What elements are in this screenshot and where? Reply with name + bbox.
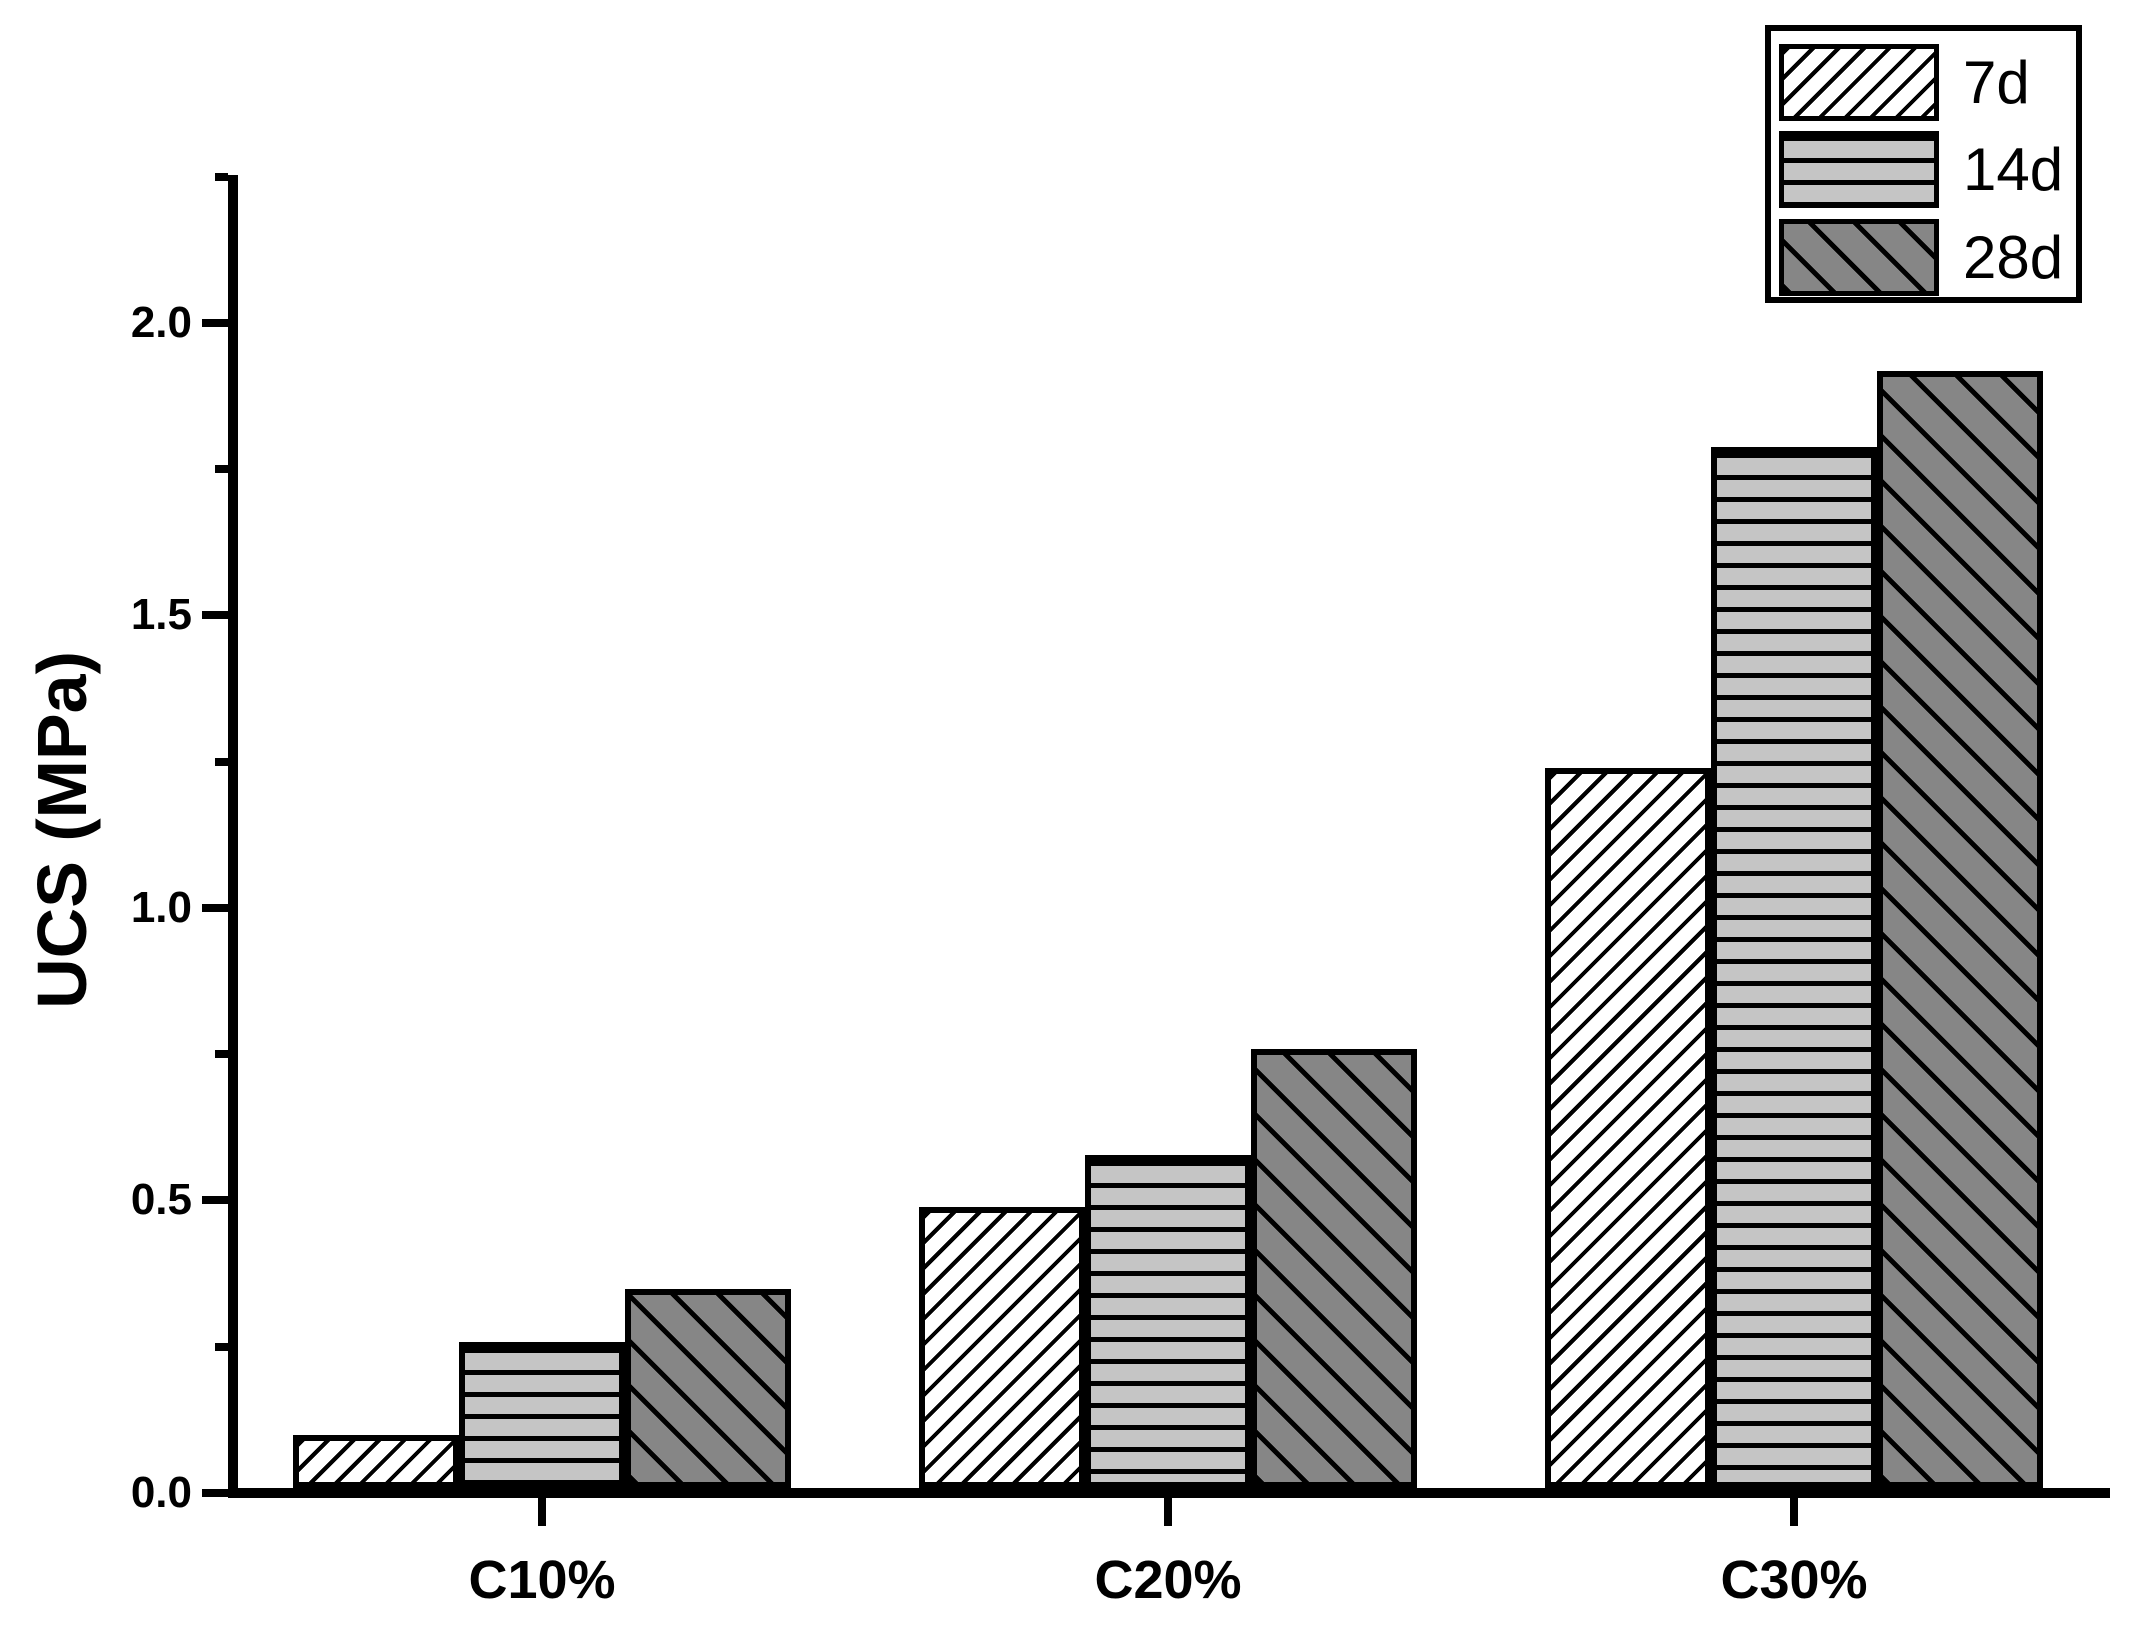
y-major-tick [202, 611, 228, 619]
bar-C20%-7d [919, 1207, 1085, 1488]
legend-label-14d: 14d [1963, 136, 2064, 203]
y-minor-tick [215, 1050, 228, 1058]
y-minor-tick [215, 1343, 228, 1351]
x-major-tick [1790, 1498, 1798, 1526]
x-category-label-C10%: C10% [468, 1550, 616, 1610]
legend-swatch-14d [1779, 131, 1939, 208]
bar-C30%-28d [1877, 371, 2043, 1488]
y-minor-tick [215, 173, 228, 181]
x-major-tick [538, 1498, 546, 1526]
y-axis-line [228, 175, 238, 1498]
legend-label-28d: 28d [1963, 224, 2064, 291]
x-category-label-C20%: C20% [1094, 1550, 1242, 1610]
y-tick-label: 1.0 [130, 883, 192, 932]
legend-swatch-28d [1779, 219, 1939, 296]
y-major-tick [202, 904, 228, 912]
y-minor-tick [215, 758, 228, 766]
legend-label-7d: 7d [1963, 49, 2030, 116]
y-tick-label: 2.0 [130, 298, 192, 347]
bar-C30%-7d [1545, 768, 1711, 1488]
y-major-tick [202, 1196, 228, 1204]
bar-C20%-14d [1085, 1155, 1251, 1488]
x-category-label-C30%: C30% [1720, 1550, 1868, 1610]
x-major-tick [1164, 1498, 1172, 1526]
x-axis-line [228, 1488, 2110, 1498]
y-tick-label: 0.5 [130, 1175, 192, 1224]
y-tick-label: 1.5 [130, 590, 192, 639]
bar-C10%-28d [625, 1289, 791, 1488]
y-major-tick [202, 1489, 228, 1497]
bar-C30%-14d [1711, 447, 1877, 1488]
y-major-tick [202, 319, 228, 327]
legend-swatch-7d [1779, 44, 1939, 121]
bar-C10%-14d [459, 1342, 625, 1488]
y-minor-tick [215, 465, 228, 473]
legend: 7d 14d 28d [1765, 25, 2082, 303]
bar-C20%-28d [1251, 1049, 1417, 1488]
y-tick-label: 0.0 [130, 1468, 192, 1517]
bar-C10%-7d [293, 1435, 459, 1488]
